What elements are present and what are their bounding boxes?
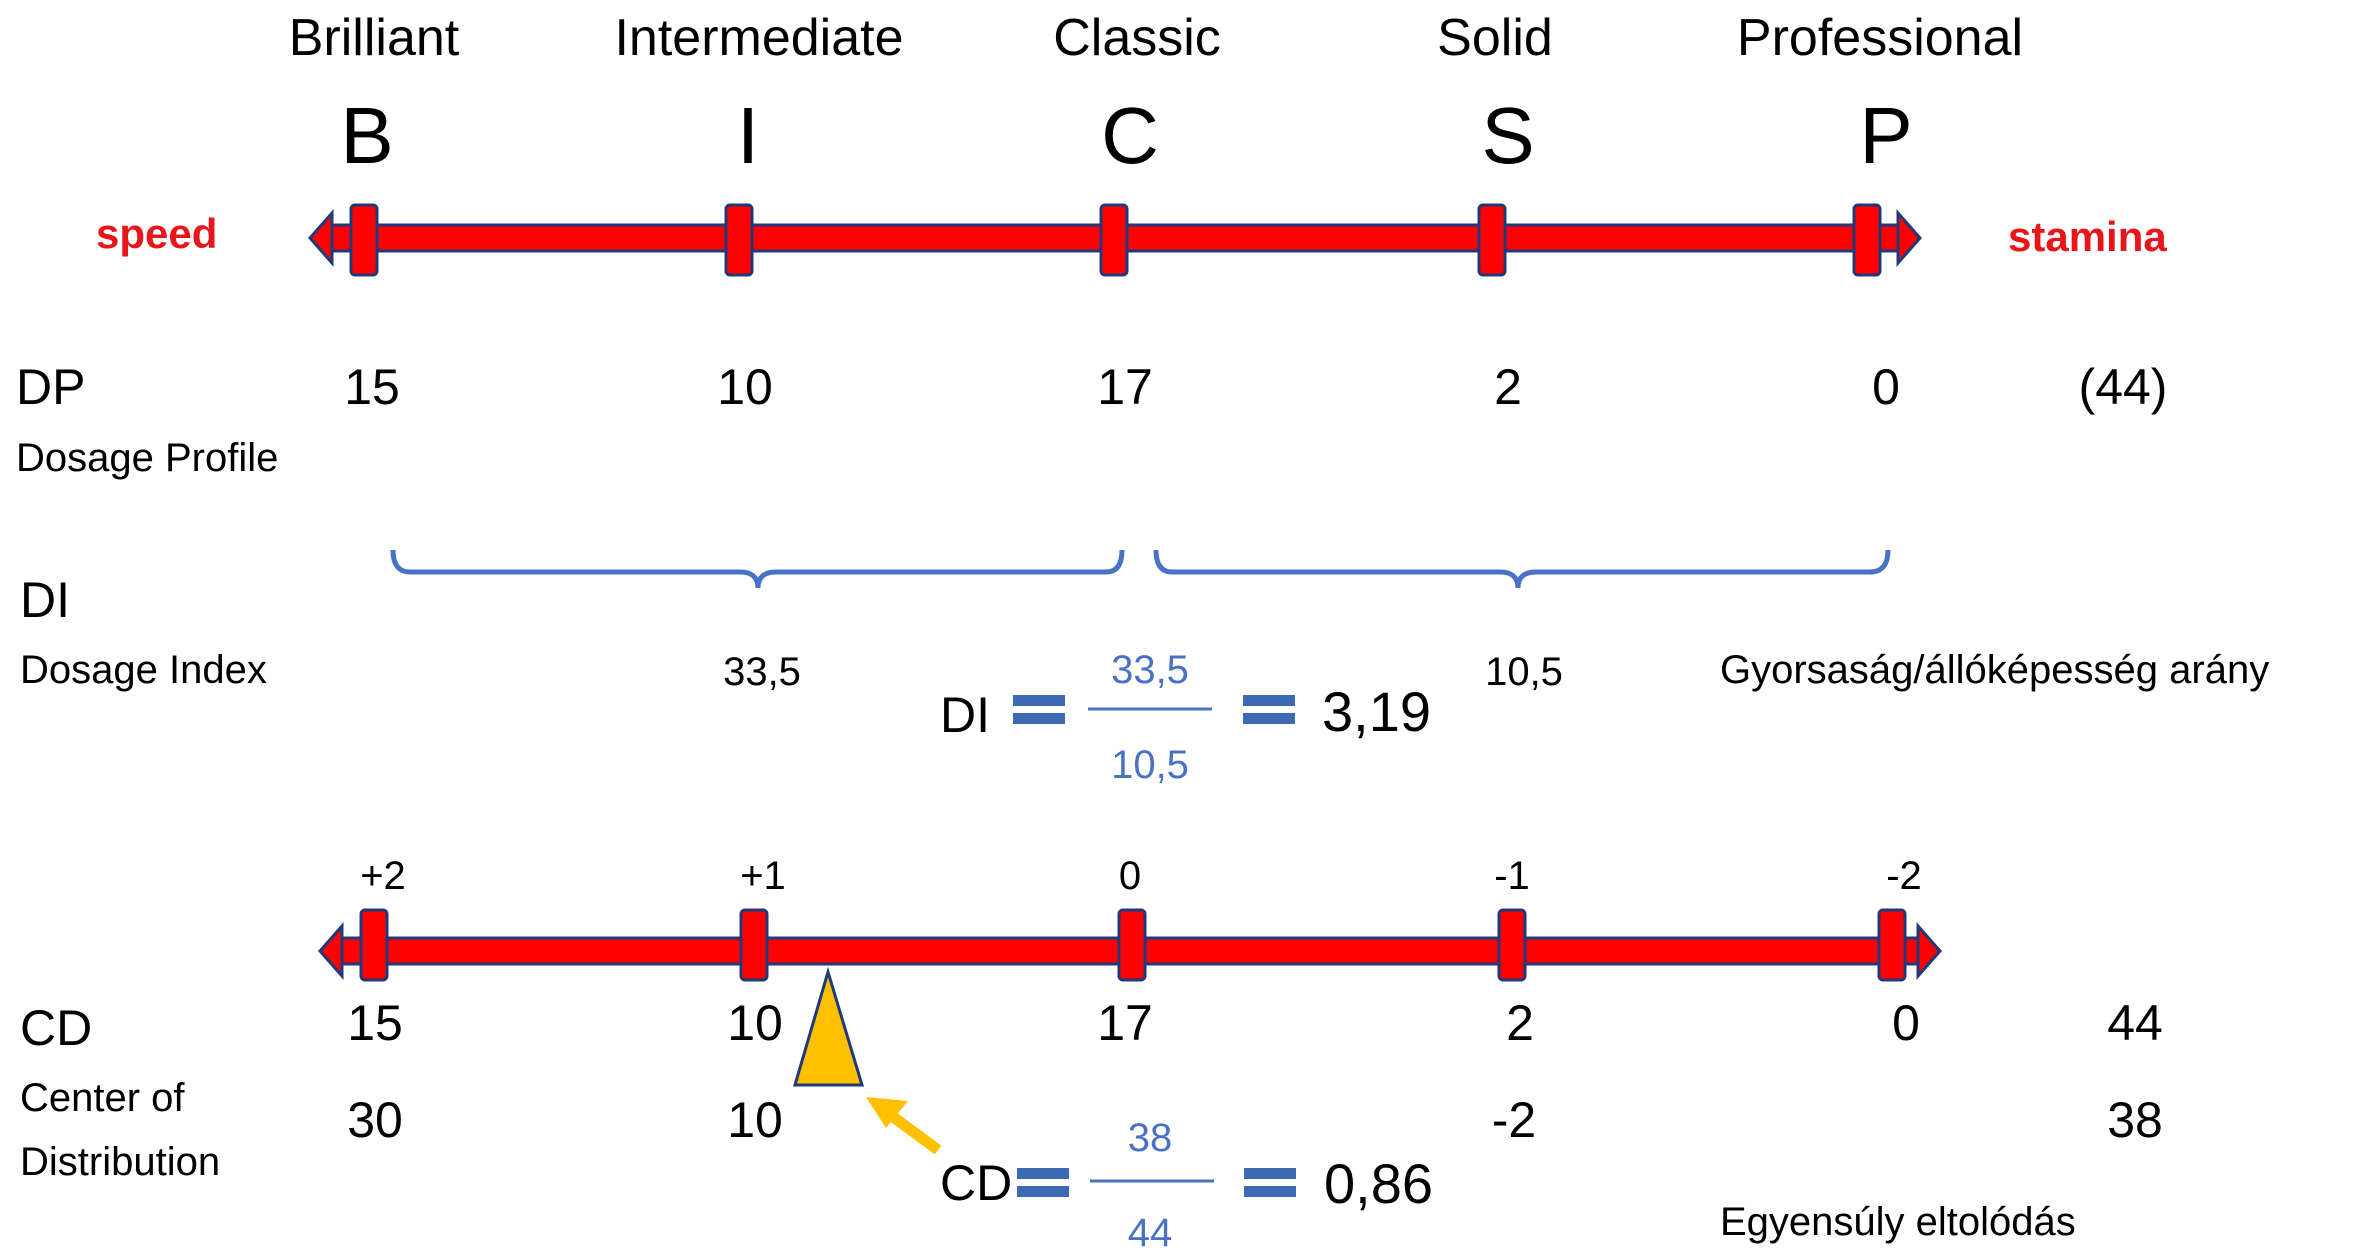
stamina-brace [1153, 549, 1891, 589]
dp-value-i: 10 [717, 359, 773, 415]
category-letter-c: C [1101, 91, 1159, 180]
cd-total: 44 [2107, 995, 2163, 1051]
cd-value-p: 0 [1892, 995, 1920, 1051]
category-name-intermediate: Intermediate [614, 9, 904, 67]
di-formula-denominator: 10,5 [1111, 743, 1189, 787]
balance-arrow-shaft [884, 1108, 942, 1155]
category-name-brilliant: Brilliant [288, 9, 460, 67]
di-formula-label: DI [940, 687, 990, 743]
category-name-classic: Classic [1053, 9, 1221, 67]
bottom-tick-plus1 [739, 908, 769, 982]
bottom-tick-plus2 [359, 908, 389, 982]
cd-equals-2-top [1244, 1168, 1296, 1179]
balance-arrow-head [866, 1097, 908, 1128]
bottom-axis-right-arrow [1916, 922, 1942, 980]
cd-weighted-i: 10 [727, 1092, 783, 1148]
cd-weight-minus1: -1 [1494, 854, 1530, 898]
cd-weighted-total: 38 [2107, 1092, 2163, 1148]
top-tick-p [1852, 203, 1882, 277]
speed-label: speed [96, 210, 218, 257]
speed-brace [390, 549, 1125, 589]
bottom-tick-minus1 [1497, 908, 1527, 982]
category-letter-s: S [1481, 91, 1535, 180]
di-formula-numerator: 33,5 [1111, 648, 1189, 692]
di-right-sum: 10,5 [1485, 650, 1563, 694]
bottom-axis-left-arrow [318, 922, 344, 980]
dp-full-label: Dosage Profile [16, 436, 279, 480]
cd-shift-label: Egyensúly eltolódás [1720, 1200, 2076, 1244]
cd-full-label-line2: Distribution [20, 1140, 221, 1184]
cd-value-i: 10 [727, 995, 783, 1051]
top-axis-right-arrow [1896, 209, 1922, 267]
cd-weighted-s: -2 [1491, 1092, 1537, 1148]
cd-weight-plus2: +2 [360, 854, 406, 898]
balance-marker-triangle [792, 966, 865, 1087]
di-equals-2-bottom [1243, 713, 1295, 724]
cd-full-label-line1: Center of [20, 1076, 185, 1120]
cd-equals-1-bottom [1017, 1186, 1069, 1197]
cd-weight-minus2: -2 [1886, 854, 1922, 898]
top-tick-b [349, 203, 379, 277]
top-tick-s [1477, 203, 1507, 277]
cd-weighted-b: 30 [347, 1092, 403, 1148]
top-tick-c [1099, 203, 1129, 277]
di-formula-result: 3,19 [1322, 680, 1431, 743]
category-letter-p: P [1859, 91, 1913, 180]
bottom-axis [318, 908, 1942, 982]
di-equals-1-top [1013, 695, 1065, 706]
dp-abbr: DP [16, 359, 86, 415]
di-equals-2-top [1243, 695, 1295, 706]
cd-value-s: 2 [1506, 995, 1534, 1051]
top-axis-left-arrow [308, 209, 334, 267]
cd-value-c: 17 [1097, 995, 1153, 1051]
di-full-label: Dosage Index [20, 648, 267, 692]
top-tick-i [724, 203, 754, 277]
category-letter-i: I [736, 91, 760, 180]
di-ratio-label: Gyorsaság/állóképesség arány [1720, 648, 2270, 692]
dp-value-c: 17 [1097, 359, 1153, 415]
cd-formula-label: CD [940, 1155, 1013, 1211]
cd-formula-result: 0,86 [1324, 1152, 1433, 1215]
bottom-tick-minus2 [1877, 908, 1907, 982]
di-equals-1-bottom [1013, 713, 1065, 724]
cd-value-b: 15 [347, 995, 403, 1051]
category-letter-b: B [340, 91, 394, 180]
cd-abbr: CD [20, 1000, 93, 1056]
cd-weight-zero: 0 [1118, 854, 1142, 898]
cd-equals-2-bottom [1244, 1186, 1296, 1197]
cd-equals-1-top [1017, 1168, 1069, 1179]
cd-formula-numerator: 38 [1127, 1116, 1173, 1160]
dp-value-p: 0 [1872, 359, 1900, 415]
category-name-solid: Solid [1437, 9, 1553, 67]
di-left-sum: 33,5 [723, 650, 801, 694]
di-abbr: DI [20, 572, 70, 628]
stamina-label: stamina [2008, 213, 2167, 260]
bottom-tick-zero [1117, 908, 1147, 982]
top-axis [308, 203, 1922, 277]
dp-total: (44) [2078, 359, 2168, 415]
dp-value-s: 2 [1494, 359, 1522, 415]
category-name-professional: Professional [1736, 9, 2024, 67]
dp-value-b: 15 [344, 359, 400, 415]
cd-formula-denominator: 44 [1127, 1211, 1173, 1255]
cd-weight-plus1: +1 [740, 854, 786, 898]
